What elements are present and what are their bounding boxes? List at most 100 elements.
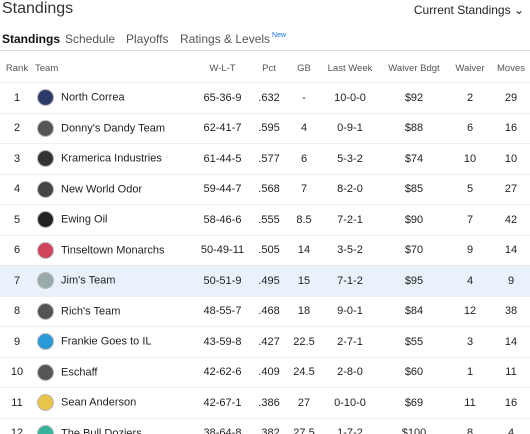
cell: 10 <box>0 356 34 388</box>
cell: .505 <box>250 234 288 266</box>
cell: 22.5 <box>288 326 320 357</box>
cell: 9 <box>0 326 34 357</box>
tab[interactable]: Ratings & Levels New <box>180 32 286 46</box>
column-header: GB <box>297 63 311 74</box>
cell: 9-0-1 <box>320 295 380 327</box>
cell: 7 <box>288 173 320 205</box>
team-name[interactable]: Ewing Oil <box>61 213 108 226</box>
team-name[interactable]: New World Odor <box>61 183 143 196</box>
cell: 11 <box>492 356 530 388</box>
tab-label[interactable]: Ratings & Levels <box>180 32 271 46</box>
team-row: 4 New World Odor 59-44-7.568 7 8-2-0 $85 5 27 <box>0 173 530 205</box>
cell: 27 <box>288 387 320 418</box>
team-name[interactable]: The Bull Doziers <box>61 427 142 434</box>
cell: 1-7-2 <box>320 417 380 434</box>
cell: 3 <box>448 326 492 357</box>
cell: .382 <box>250 417 288 434</box>
cell: 5 <box>448 173 492 205</box>
team-name[interactable]: North Correa <box>61 91 125 104</box>
cell: 14 <box>288 234 320 266</box>
cell: $70 <box>380 234 448 266</box>
cell: 11 <box>448 387 492 418</box>
team-name[interactable]: Sean Anderson <box>61 396 137 409</box>
cell: $85 <box>380 173 448 205</box>
tab[interactable]: Playoffs <box>126 32 169 46</box>
team-name[interactable]: Rich's Team <box>61 305 121 318</box>
cell: 7-1-2 <box>320 265 380 296</box>
cell: 24.5 <box>288 356 320 388</box>
team-row: 1 North Correa 65-36-9.632-10-0-0 $92 2 29 <box>0 82 530 113</box>
cell: $90 <box>380 204 448 235</box>
page-title: Standings <box>2 0 74 17</box>
standings-table: Rank Team W-L-T Pct GB Last Week Waiver Bdgt Wa… <box>0 55 530 434</box>
cell: $84 <box>380 295 448 327</box>
team-icon <box>37 119 54 137</box>
header-row: Rank Team W-L-T Pct GB Last Week Waiver Bdgt Wa… <box>0 55 530 83</box>
cell: 4 <box>288 112 320 144</box>
cell: 4 <box>448 265 492 296</box>
tab[interactable]: Schedule <box>65 32 116 46</box>
cell: 8-2-0 <box>320 173 380 205</box>
team-row: 12 The Bull Doziers 38-64-8.382 27.5 1-7-2 $1… <box>0 417 530 434</box>
team-cell: Sean Anderson <box>34 387 195 418</box>
team-row: 6 Tinseltown Monarchs 50-49-11.505 14 3-5-2 $… <box>0 234 530 266</box>
cell: 48-55-7 <box>195 295 250 327</box>
cell: 8.5 <box>288 204 320 235</box>
cell: 14 <box>492 234 530 266</box>
team-cell: Donny's Dandy Team <box>34 112 195 144</box>
cell: .468 <box>250 295 288 327</box>
team-cell: The Bull Doziers <box>34 417 195 434</box>
cell: 6 <box>0 234 34 266</box>
cell: 10 <box>448 143 492 174</box>
cell: 0-9-1 <box>320 112 380 144</box>
cell: .632 <box>250 82 288 113</box>
cell: 29 <box>492 82 530 113</box>
cell: $60 <box>380 356 448 388</box>
standings-dropdown[interactable]: Current Standings ⌄ <box>413 3 524 17</box>
cell: 43-59-8 <box>195 326 250 357</box>
cell: 15 <box>288 265 320 296</box>
column-header: Last Week <box>327 63 373 74</box>
cell: 12 <box>0 417 34 434</box>
cell: 38 <box>492 295 530 327</box>
cell: 27.5 <box>288 417 320 434</box>
team-icon <box>37 180 54 198</box>
cell: 10 <box>492 143 530 174</box>
cell: 4 <box>0 173 34 205</box>
cell: 27 <box>492 173 530 205</box>
cell: $100 <box>380 417 448 434</box>
cell: 2-8-0 <box>320 356 380 388</box>
team-icon <box>37 211 54 229</box>
cell: 11 <box>0 387 34 418</box>
team-row: 2 Donny's Dandy Team 62-41-7.595 4 0-9-1 $88 6… <box>0 112 530 144</box>
team-name[interactable]: Jim's Team <box>61 274 116 287</box>
cell: 42-67-1 <box>195 387 250 418</box>
cell: .555 <box>250 204 288 235</box>
cell: .568 <box>250 173 288 205</box>
cell: 3-5-2 <box>320 234 380 266</box>
cell: 50-51-9 <box>195 265 250 296</box>
tab[interactable]: Standings <box>2 32 61 46</box>
team-name[interactable]: Kramerica Industries <box>61 152 162 165</box>
column-header: Pct <box>262 63 276 74</box>
cell: 18 <box>288 295 320 327</box>
dropdown-label[interactable]: Current Standings <box>413 3 511 17</box>
cell: .495 <box>250 265 288 296</box>
team-cell: Ewing Oil <box>34 204 195 235</box>
team-name[interactable]: Tinseltown Monarchs <box>61 244 165 257</box>
team-icon <box>37 394 54 412</box>
cell: 42 <box>492 204 530 235</box>
column-header: Waiver <box>455 63 485 74</box>
cell: 10-0-0 <box>320 82 380 113</box>
team-name[interactable]: Donny's Dandy Team <box>61 122 166 135</box>
cell: 14 <box>492 326 530 357</box>
team-name[interactable]: Eschaff <box>61 366 98 379</box>
cell: 1 <box>0 82 34 113</box>
cell: .427 <box>250 326 288 357</box>
cell: 9 <box>448 234 492 266</box>
team-cell: Frankie Goes to IL <box>34 326 195 357</box>
team-name[interactable]: Frankie Goes to IL <box>61 335 152 348</box>
cell: 2-7-1 <box>320 326 380 357</box>
team-row: 11 Sean Anderson 42-67-1.386 27 0-10-0 $69 11 1… <box>0 387 530 418</box>
cell: - <box>288 82 320 113</box>
